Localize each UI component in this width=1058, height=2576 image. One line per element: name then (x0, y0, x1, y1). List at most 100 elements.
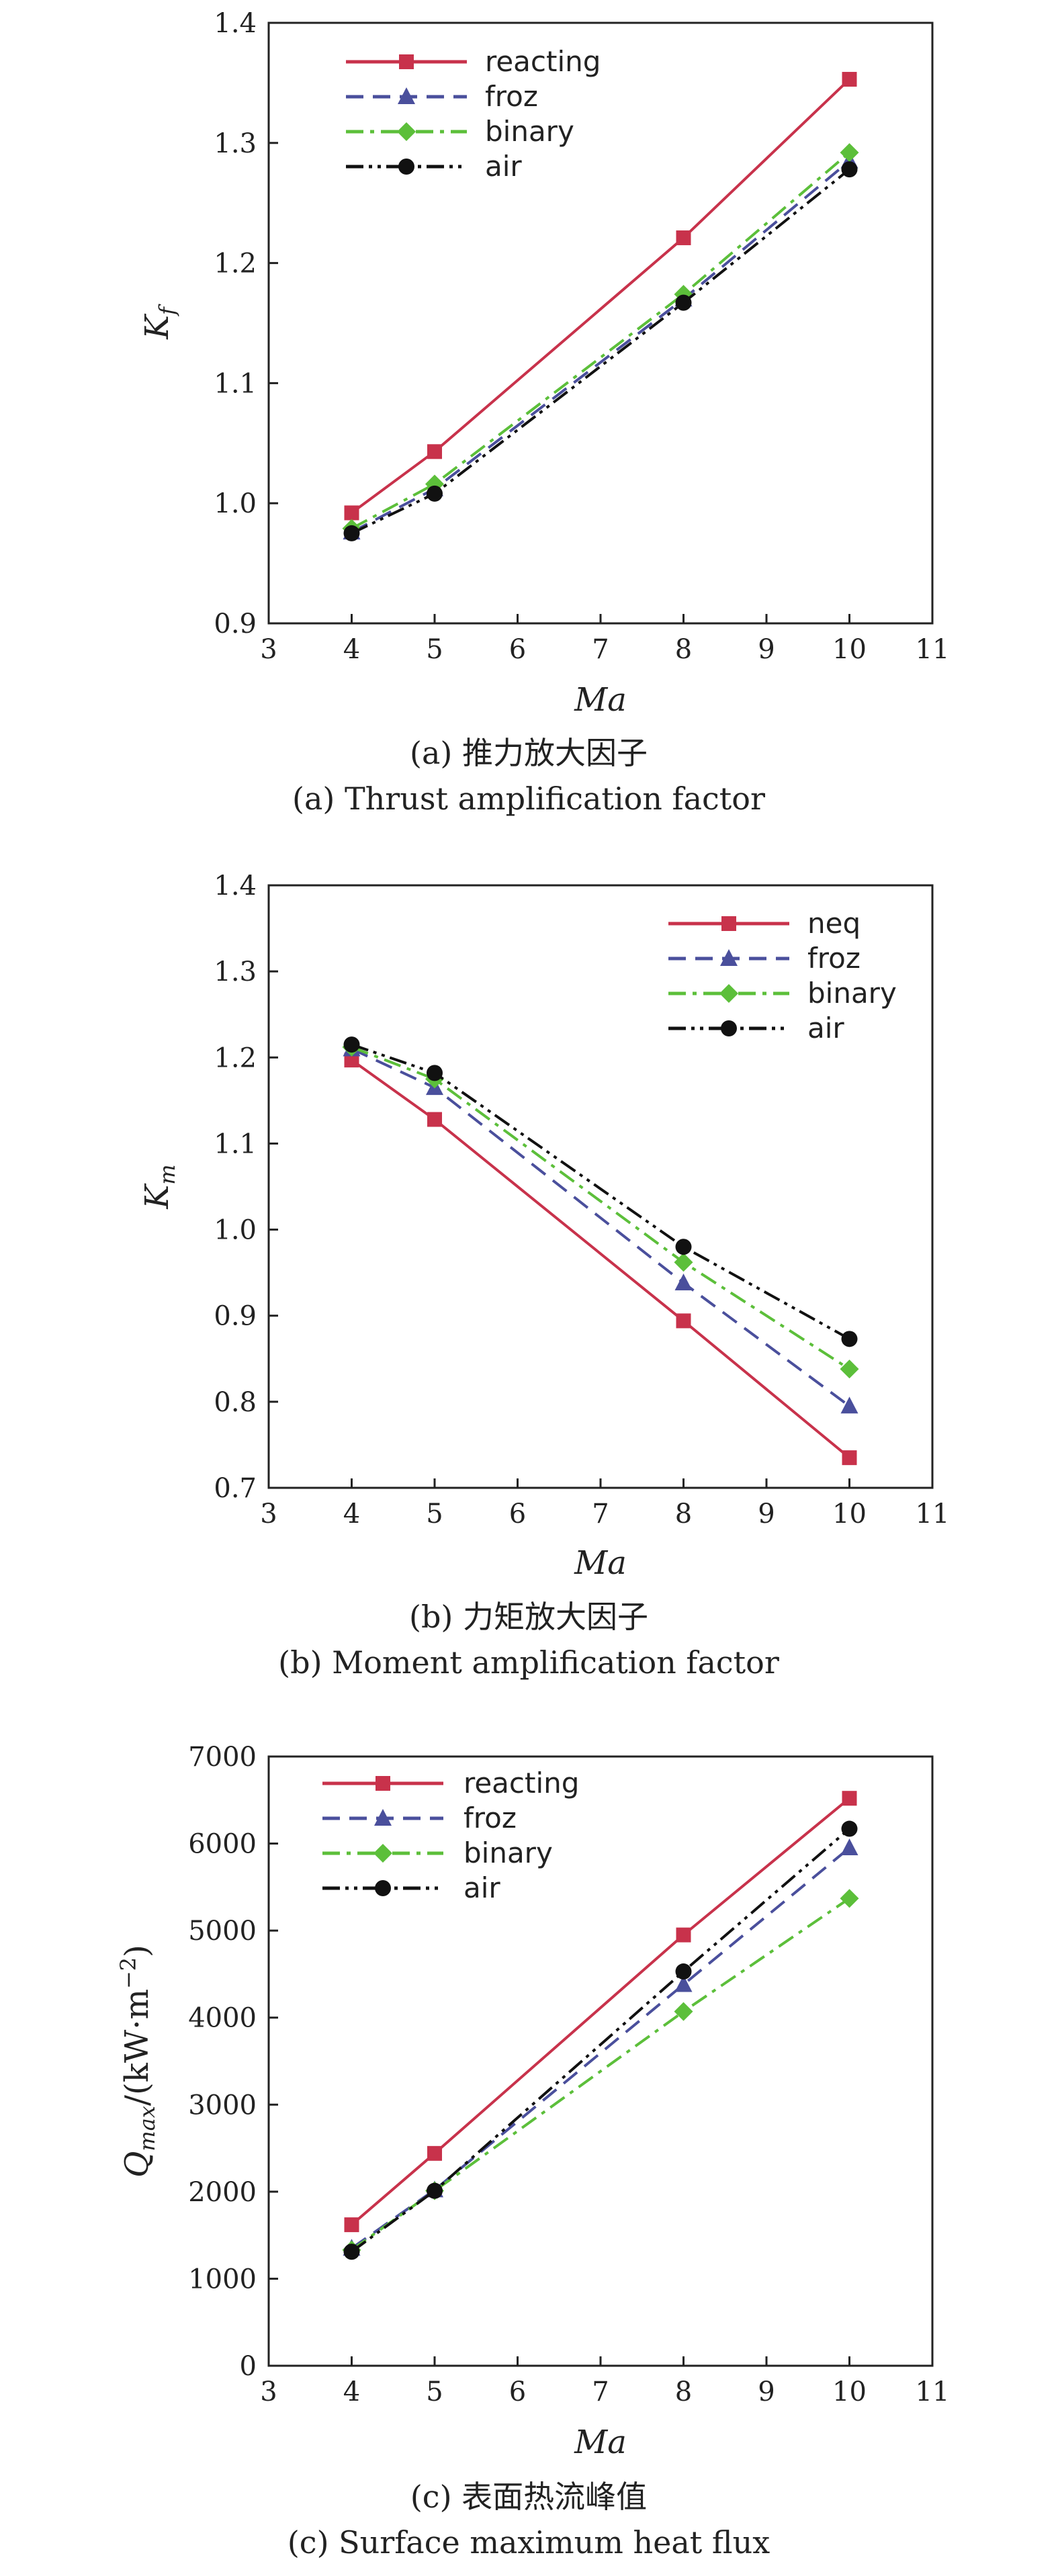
y-tick-label: 6000 (188, 1829, 257, 1860)
series-line-binary (351, 1046, 850, 1370)
series-line-froz (351, 160, 850, 533)
y-tick-label: 1.1 (214, 368, 257, 399)
x-tick-label: 5 (426, 2377, 443, 2407)
y-axis-title: Km (138, 1164, 180, 1209)
legend-label-air: air (807, 1012, 844, 1045)
data-point-neq (842, 1450, 857, 1466)
legend-marker-air (375, 1880, 391, 1896)
y-tick-label: 0 (240, 2351, 257, 2382)
legend-label-neq: neq (807, 907, 861, 940)
x-tick-label: 9 (758, 1499, 775, 1529)
series-line-air (351, 168, 850, 535)
x-tick-label: 6 (509, 1499, 526, 1529)
series-binary (342, 1037, 859, 1379)
series-line-froz (351, 1047, 850, 1407)
series-froz (343, 1838, 858, 2256)
x-axis-title: Ma (574, 2424, 627, 2461)
data-point-air (427, 2182, 443, 2199)
data-point-froz (674, 1274, 693, 1291)
y-tick-label: 3000 (188, 2090, 257, 2121)
legend-marker-froz (398, 87, 415, 104)
y-tick-label: 1.1 (214, 1128, 257, 1159)
legend-label-reacting: reacting (485, 45, 601, 78)
data-point-air (675, 1963, 692, 1980)
data-point-froz (840, 1838, 858, 1856)
caption-en: (c) Surface maximum heat flux (288, 2524, 770, 2561)
data-point-air (343, 1036, 360, 1053)
x-tick-label: 6 (509, 634, 526, 665)
data-point-reacting (427, 2145, 442, 2161)
series-line-air (351, 1043, 850, 1341)
plot-frame (267, 21, 934, 625)
y-tick-label: 1.0 (214, 1215, 257, 1246)
series-reacting (344, 72, 857, 521)
legend-marker-binary (373, 1844, 392, 1863)
legend-marker-binary (719, 984, 738, 1003)
data-point-reacting (427, 444, 442, 459)
series-line-air (351, 1828, 850, 2253)
data-point-binary (840, 1889, 859, 1908)
x-tick-label: 5 (426, 634, 443, 665)
y-tick-label: 1.3 (214, 128, 257, 159)
series-line-reacting (351, 78, 850, 515)
series-froz (343, 1039, 858, 1414)
data-point-air (343, 2244, 360, 2260)
chart-1: 3 4 5 6 7 8 9 10 11 0.9 1.0 1.1 1.2 1.3 1.4 Ma Kf reactin… (138, 8, 949, 817)
chart-3: 3 4 5 6 7 8 9 10 11 0 1000 2000 3000 4000 5000 6000 7000… (116, 1742, 949, 2561)
plot-frame (267, 884, 934, 1489)
y-tick-label: 7000 (188, 1742, 257, 1773)
data-point-neq (344, 1053, 359, 1068)
y-axis-title: Kf (138, 304, 180, 340)
data-point-binary (840, 143, 859, 163)
data-point-air (427, 1065, 443, 1081)
y-tick-label: 1.4 (214, 871, 257, 901)
legend-label-binary: binary (807, 977, 897, 1010)
x-tick-label: 7 (592, 1499, 609, 1529)
data-point-reacting (676, 1927, 691, 1943)
y-tick-label: 2000 (188, 2177, 257, 2208)
data-point-neq (676, 1313, 691, 1329)
y-tick-label: 0.9 (214, 609, 257, 639)
legend-label-reacting: reacting (464, 1767, 579, 1800)
x-tick-label: 6 (509, 2377, 526, 2407)
legend-marker-reacting (399, 54, 414, 69)
x-tick-label: 7 (592, 634, 609, 665)
legend-marker-reacting (376, 1776, 390, 1791)
x-tick-label: 11 (916, 634, 950, 665)
caption-en: (b) Moment amplification factor (278, 1644, 779, 1681)
data-point-air (343, 525, 360, 541)
legend-marker-air (721, 1020, 737, 1036)
data-point-reacting (344, 505, 359, 521)
y-tick-label: 1000 (188, 2264, 257, 2295)
legend-marker-froz (374, 1809, 392, 1826)
y-tick-label: 1.3 (214, 957, 257, 987)
x-tick-label: 4 (343, 2377, 360, 2407)
series-neq (344, 1053, 857, 1466)
legend-label-froz: froz (464, 1802, 517, 1834)
x-tick-label: 8 (675, 1499, 692, 1529)
legend-label-air: air (464, 1871, 500, 1904)
data-point-air (675, 294, 692, 311)
x-tick-label: 3 (260, 634, 277, 665)
x-tick-label: 11 (916, 1499, 950, 1529)
x-tick-label: 9 (758, 2377, 775, 2407)
y-tick-label: 1.0 (214, 488, 257, 519)
legend-label-binary: binary (464, 1836, 553, 1869)
x-tick-label: 4 (343, 1499, 360, 1529)
x-axis-title: Ma (574, 681, 627, 719)
series-air (343, 1820, 858, 2260)
x-tick-label: 8 (675, 2377, 692, 2407)
data-point-air (675, 1239, 692, 1255)
legend-label-froz: froz (485, 80, 538, 113)
caption-en: (a) Thrust amplification factor (292, 781, 765, 817)
y-tick-label: 5000 (188, 1916, 257, 1947)
series-line-binary (351, 151, 850, 530)
legend-marker-froz (720, 949, 738, 966)
x-tick-label: 10 (832, 1499, 867, 1529)
data-point-air (841, 161, 858, 178)
x-tick-label: 7 (592, 2377, 609, 2407)
legend-label-froz: froz (807, 942, 861, 975)
x-tick-label: 4 (343, 634, 360, 665)
chart-2: 3 4 5 6 7 8 9 10 11 0.7 0.8 0.9 1.0 1.1 1.2 1.3 1.4 Ma Km n… (138, 871, 949, 1681)
